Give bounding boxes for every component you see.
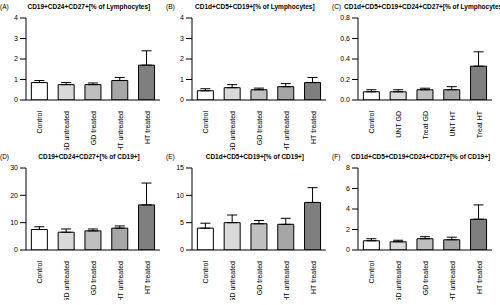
svg-text:2: 2 <box>180 55 184 62</box>
svg-text:0.4: 0.4 <box>340 55 350 62</box>
svg-text:0.8: 0.8 <box>340 14 350 21</box>
svg-text:UNT HT: UNT HT <box>449 110 456 136</box>
svg-text:0: 0 <box>14 96 18 103</box>
svg-text:0: 0 <box>346 246 350 253</box>
svg-text:GD treated: GD treated <box>90 261 97 295</box>
svg-text:GD treated: GD treated <box>90 111 97 145</box>
svg-text:GD treated: GD treated <box>256 111 263 145</box>
svg-text:2: 2 <box>14 55 18 62</box>
svg-text:GD untreated: GD untreated <box>63 261 70 300</box>
svg-text:0.2: 0.2 <box>340 76 350 83</box>
html-text:CD1d+CD5+CD19+CD24+CD27+[% of: CD1d+CD5+CD19+CD24+CD27+[% of CD19+] <box>351 152 491 160</box>
svg-text:3: 3 <box>180 35 184 42</box>
svg-text:HT untreated: HT untreated <box>117 261 124 300</box>
svg-text:5: 5 <box>180 219 184 226</box>
svg-text:HT untreated: HT untreated <box>449 261 456 300</box>
html-text:CD1d+CD5+CD19+[% of Lymphocyte: CD1d+CD5+CD19+[% of Lymphocytes] <box>195 2 315 10</box>
html-text:(D): (D) <box>0 152 9 160</box>
html-text:CD19+CD24+CD27+[% of Lymphocyt: CD19+CD24+CD27+[% of Lymphocytes] <box>27 2 151 10</box>
svg-text:3: 3 <box>14 35 18 42</box>
svg-text:Control: Control <box>368 261 375 284</box>
html-text:(A): (A) <box>0 2 9 10</box>
svg-text:GD treated: GD treated <box>422 261 429 295</box>
svg-text:HT untreated: HT untreated <box>117 111 124 150</box>
svg-text:2: 2 <box>346 226 350 233</box>
svg-text:0: 0 <box>180 96 184 103</box>
svg-text:GD untreated: GD untreated <box>395 261 402 300</box>
svg-text:20: 20 <box>10 192 18 199</box>
html-text:CD1d+CD5+CD19+[% of CD19+]: CD1d+CD5+CD19+[% of CD19+] <box>205 152 304 160</box>
svg-text:UNT GD: UNT GD <box>395 111 402 138</box>
svg-text:Control: Control <box>202 261 209 284</box>
svg-text:GD untreated: GD untreated <box>63 111 70 150</box>
svg-text:1: 1 <box>180 76 184 83</box>
svg-text:GD treated: GD treated <box>256 261 263 295</box>
svg-text:HT treated: HT treated <box>144 111 151 144</box>
svg-text:8: 8 <box>346 164 350 171</box>
svg-text:0.6: 0.6 <box>340 35 350 42</box>
svg-text:HT treated: HT treated <box>310 111 317 144</box>
html-text:CD19+CD24+CD27+[% of CD19+]: CD19+CD24+CD27+[% of CD19+] <box>38 152 140 160</box>
svg-text:10: 10 <box>10 219 18 226</box>
svg-text:0: 0 <box>180 246 184 253</box>
svg-text:HT treated: HT treated <box>476 261 483 294</box>
svg-text:4: 4 <box>14 14 18 21</box>
html-text:(E): (E) <box>166 152 175 160</box>
svg-text:0: 0 <box>14 246 18 253</box>
svg-text:GD untreated: GD untreated <box>229 261 236 300</box>
svg-text:4: 4 <box>346 205 350 212</box>
svg-text:Control: Control <box>368 111 375 134</box>
svg-text:6: 6 <box>346 185 350 192</box>
svg-text:GD untreated: GD untreated <box>229 111 236 150</box>
html-text:(C): (C) <box>332 2 341 10</box>
svg-text:Control: Control <box>36 261 43 284</box>
svg-text:HT treated: HT treated <box>310 261 317 294</box>
svg-text:30: 30 <box>10 164 18 171</box>
html-text:(B): (B) <box>166 2 175 10</box>
svg-text:HT untreated: HT untreated <box>283 261 290 300</box>
svg-text:Treat GD: Treat GD <box>422 111 429 140</box>
html-text:(F): (F) <box>332 152 341 160</box>
svg-text:Control: Control <box>36 111 43 134</box>
svg-text:0.0: 0.0 <box>340 96 350 103</box>
svg-text:HT untreated: HT untreated <box>283 111 290 150</box>
svg-text:10: 10 <box>176 192 184 199</box>
svg-text:1: 1 <box>14 76 18 83</box>
svg-text:HT treated: HT treated <box>144 261 151 294</box>
svg-text:Control: Control <box>202 111 209 134</box>
svg-text:4: 4 <box>180 14 184 21</box>
svg-text:15: 15 <box>176 164 184 171</box>
svg-text:Treat HT: Treat HT <box>476 110 483 138</box>
